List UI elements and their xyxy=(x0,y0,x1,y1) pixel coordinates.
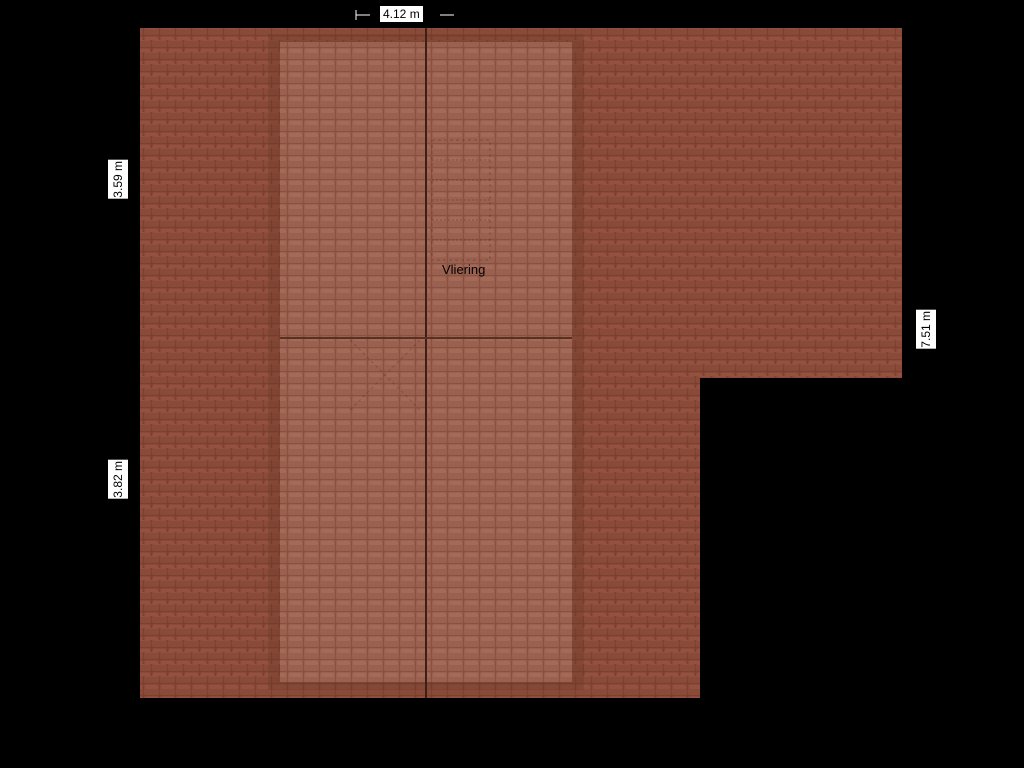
dimension-top: 4.12 m xyxy=(380,6,423,22)
room-label-vliering: Vliering xyxy=(442,262,485,277)
dimension-right: 7.51 m xyxy=(916,310,936,349)
dimension-left-upper: 3.59 m xyxy=(108,160,128,199)
dimension-left-lower: 3.82 m xyxy=(108,460,128,499)
roof-plan xyxy=(0,0,1024,768)
